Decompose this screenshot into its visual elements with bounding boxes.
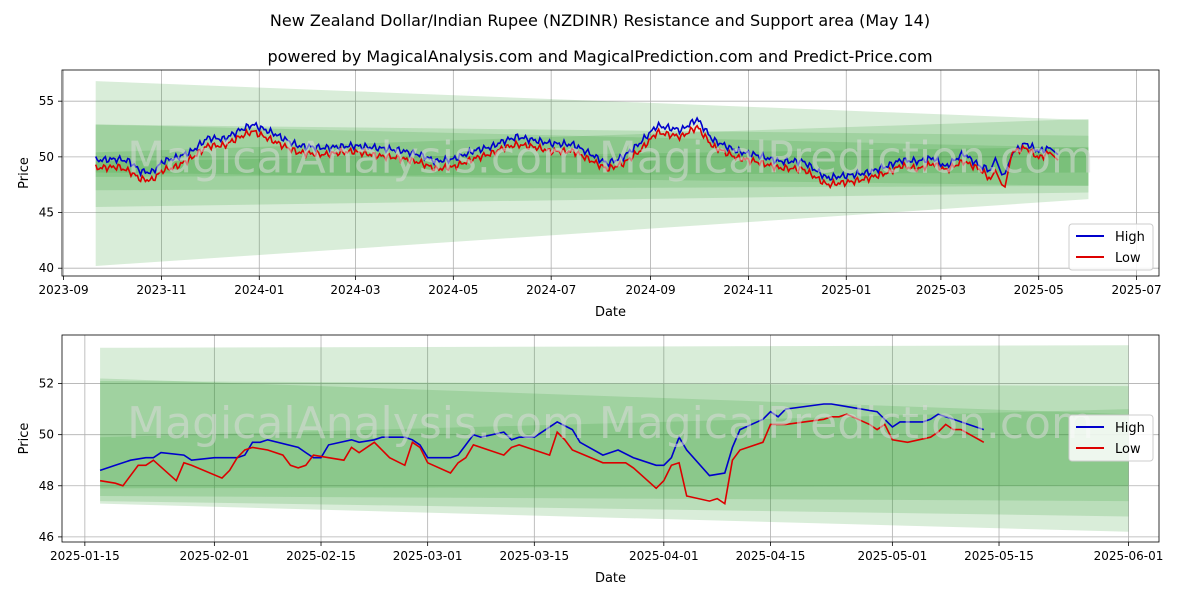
support-resistance-band (95, 118, 1089, 177)
x-tick-label: 2024-03 (330, 283, 380, 297)
x-tick-label: 2025-04-01 (629, 549, 699, 563)
y-tick-label: 45 (39, 206, 54, 220)
legend-label-high: High (1115, 421, 1145, 436)
x-tick-label: 2025-02-01 (179, 549, 249, 563)
plot-frame (61, 334, 1160, 543)
y-tick-label: 50 (39, 150, 54, 164)
x-tick-label: 2025-05-01 (857, 549, 927, 563)
y-axis-label: Price (17, 157, 32, 189)
plot-area (62, 70, 1159, 276)
legend-label-low: Low (1115, 442, 1141, 457)
watermark-text: MagicalAnalysis.com MagicalPrediction.co… (127, 398, 1094, 449)
x-tick-label: 2025-03 (916, 283, 966, 297)
x-axis-label: Date (595, 571, 626, 586)
x-tick-label: 2025-03-01 (393, 549, 463, 563)
x-tick-label: 2024-09 (626, 283, 676, 297)
support-resistance-band (95, 81, 1089, 266)
legend-label-low: Low (1115, 251, 1141, 266)
support-resistance-band (95, 124, 1089, 191)
chart-subtitle: powered by MagicalAnalysis.com and Magic… (267, 47, 932, 66)
x-tick-label: 2025-05 (1014, 283, 1064, 297)
support-resistance-band (100, 381, 1129, 517)
support-resistance-band (100, 345, 1129, 532)
x-tick-label: 2023-09 (39, 283, 89, 297)
plot-frame (61, 69, 1160, 277)
y-tick-label: 40 (39, 261, 54, 275)
series-line-high (94, 116, 1059, 182)
x-tick-label: 2024-05 (428, 283, 478, 297)
y-axis-label: Price (17, 423, 32, 455)
watermark-text: MagicalAnalysis.com MagicalPrediction.co… (127, 133, 1094, 184)
x-tick-label: 2024-01 (234, 283, 284, 297)
x-tick-label: 2025-04-15 (736, 549, 806, 563)
upper-chart-panel: MagicalAnalysis.com MagicalPrediction.co… (17, 69, 1162, 320)
x-tick-label: 2024-11 (723, 283, 773, 297)
x-tick-label: 2025-07 (1111, 283, 1161, 297)
legend-label-high: High (1115, 230, 1145, 245)
x-tick-label: 2025-06-01 (1094, 549, 1164, 563)
legend: High Low (1068, 414, 1154, 462)
x-tick-label: 2025-01-15 (50, 549, 120, 563)
x-tick-label: 2024-07 (526, 283, 576, 297)
series-line-low (99, 413, 985, 506)
support-resistance-band (100, 409, 1129, 489)
x-axis-label: Date (595, 305, 626, 320)
y-tick-label: 52 (39, 377, 54, 391)
lower-chart-panel: MagicalAnalysis.com MagicalPrediction.co… (17, 334, 1164, 586)
y-tick-label: 55 (39, 94, 54, 108)
y-tick-label: 48 (39, 479, 54, 493)
series-line-high (99, 403, 985, 477)
y-tick-label: 50 (39, 428, 54, 442)
x-tick-label: 2025-03-15 (499, 549, 569, 563)
x-tick-label: 2025-01 (821, 283, 871, 297)
x-tick-label: 2023-11 (136, 283, 186, 297)
plot-area (62, 335, 1159, 542)
chart-title: New Zealand Dollar/Indian Rupee (NZDINR)… (270, 11, 930, 30)
support-resistance-band (100, 378, 1129, 502)
series-line-low (94, 124, 1059, 190)
x-tick-label: 2025-02-15 (286, 549, 356, 563)
y-tick-label: 46 (39, 530, 54, 544)
legend: High Low (1068, 223, 1154, 271)
x-tick-label: 2025-05-15 (964, 549, 1034, 563)
